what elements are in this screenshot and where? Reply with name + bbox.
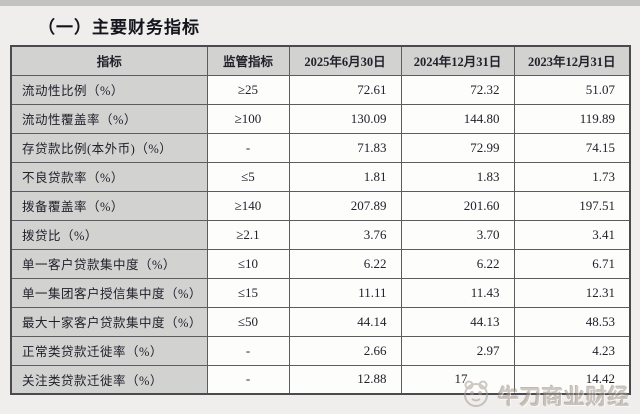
value-cell: 12.88 (288, 364, 402, 395)
regulatory-threshold-cell: ≥140 (206, 190, 290, 221)
indicator-cell: 流动性比例（%） (10, 74, 208, 105)
indicator-cell: 最大十家客户贷款集中度（%） (10, 306, 208, 337)
value-cell: 3.41 (513, 219, 631, 250)
value-cell: 4.23 (513, 335, 631, 366)
value-cell: 2.97 (400, 335, 515, 366)
indicator-cell: 正常类贷款迁徙率（%） (10, 335, 208, 366)
regulatory-threshold-cell: - (206, 132, 290, 163)
value-cell: 3.76 (288, 219, 402, 250)
column-header: 指标 (10, 45, 208, 76)
regulatory-threshold-cell: ≥100 (206, 103, 290, 134)
regulatory-threshold-cell: - (206, 364, 290, 395)
value-cell: 72.61 (288, 74, 402, 105)
table-row: 流动性比例（%） ≥25 72.61 72.32 51.07 (10, 74, 631, 105)
value-cell: 72.32 (400, 74, 515, 105)
table-row: 拨备覆盖率（%） ≥140 207.89 201.60 197.51 (10, 190, 631, 221)
table-row: 不良贷款率（%） ≤5 1.81 1.83 1.73 (10, 161, 631, 192)
indicator-cell: 存贷款比例(本外币)（%） (10, 132, 208, 163)
value-cell: 51.07 (513, 74, 631, 105)
financial-indicators-table: 指标 监管指标 2025年6月30日 2024年12月31日 2023年12月31日 流… (10, 45, 631, 395)
value-cell: 44.14 (288, 306, 402, 337)
header-row: 指标 监管指标 2025年6月30日 2024年12月31日 2023年12月31日 (10, 45, 631, 76)
indicator-cell: 单一集团客户授信集中度（%） (10, 277, 208, 308)
column-header: 2023年12月31日 (513, 45, 631, 76)
indicator-cell: 拨备覆盖率（%） (10, 190, 208, 221)
value-cell: 72.99 (400, 132, 515, 163)
document-page: （一）主要财务指标 指标 监管指标 2025年6月30日 2024年12月31日 202… (0, 13, 640, 414)
section-title: （一）主要财务指标 (38, 18, 200, 37)
value-cell: 2.66 (288, 335, 402, 366)
column-header: 2025年6月30日 (288, 45, 402, 76)
scan-edge-band (0, 0, 640, 6)
value-cell: 1.81 (288, 161, 402, 192)
table-row: 关注类贷款迁徙率（%） -12.88 17 14.42 (10, 364, 631, 395)
column-header: 监管指标 (206, 45, 290, 76)
table-header-row: 指标 监管指标 2025年6月30日 2024年12月31日 2023年12月31日 (10, 45, 631, 76)
value-cell: 17 (400, 364, 515, 395)
value-cell: 3.70 (400, 219, 515, 250)
value-cell: 1.73 (513, 161, 631, 192)
indicator-cell: 流动性覆盖率（%） (10, 103, 208, 134)
table-row: 单一客户贷款集中度（%） ≤10 6.22 6.22 6.71 (10, 248, 631, 279)
indicator-cell: 单一客户贷款集中度（%） (10, 248, 208, 279)
indicator-cell: 关注类贷款迁徙率（%） (10, 364, 208, 395)
value-cell: 1.83 (400, 161, 515, 192)
value-cell: 144.80 (400, 103, 515, 134)
table-body: 流动性比例（%） ≥25 72.61 72.32 51.07 流动性覆盖率（%） ≥100 1… (10, 74, 631, 395)
table-row: 流动性覆盖率（%） ≥100 130.09 144.80 119.89 (10, 103, 631, 134)
table-row: 单一集团客户授信集中度（%） ≤15 11.11 11.43 12.31 (10, 277, 631, 308)
regulatory-threshold-cell: ≤10 (206, 248, 290, 279)
value-cell: 11.11 (288, 277, 402, 308)
value-cell: 11.43 (400, 277, 515, 308)
indicator-cell: 拨贷比（%） (10, 219, 208, 250)
table-row: 拨贷比（%） ≥2.1 3.76 3.70 3.41 (10, 219, 631, 250)
column-header: 2024年12月31日 (400, 45, 515, 76)
value-cell: 48.53 (513, 306, 631, 337)
regulatory-threshold-cell: ≤15 (206, 277, 290, 308)
value-cell: 6.22 (288, 248, 402, 279)
indicator-cell: 不良贷款率（%） (10, 161, 208, 192)
table-row: 正常类贷款迁徙率（%） -2.66 2.97 4.23 (10, 335, 631, 366)
value-cell: 6.71 (513, 248, 631, 279)
value-cell: 130.09 (288, 103, 402, 134)
table-row: 存贷款比例(本外币)（%） -71.83 72.99 74.15 (10, 132, 631, 163)
regulatory-threshold-cell: - (206, 335, 290, 366)
table-row: 最大十家客户贷款集中度（%） ≤50 44.14 44.13 48.53 (10, 306, 631, 337)
value-cell: 119.89 (513, 103, 631, 134)
value-cell: 207.89 (288, 190, 402, 221)
value-cell: 14.42 (513, 364, 631, 395)
value-cell: 197.51 (513, 190, 631, 221)
regulatory-threshold-cell: ≤5 (206, 161, 290, 192)
regulatory-threshold-cell: ≥25 (206, 74, 290, 105)
value-cell: 201.60 (400, 190, 515, 221)
value-cell: 12.31 (513, 277, 631, 308)
value-cell: 71.83 (288, 132, 402, 163)
regulatory-threshold-cell: ≤50 (206, 306, 290, 337)
regulatory-threshold-cell: ≥2.1 (206, 219, 290, 250)
value-cell: 44.13 (400, 306, 515, 337)
value-cell: 6.22 (400, 248, 515, 279)
value-cell: 74.15 (513, 132, 631, 163)
